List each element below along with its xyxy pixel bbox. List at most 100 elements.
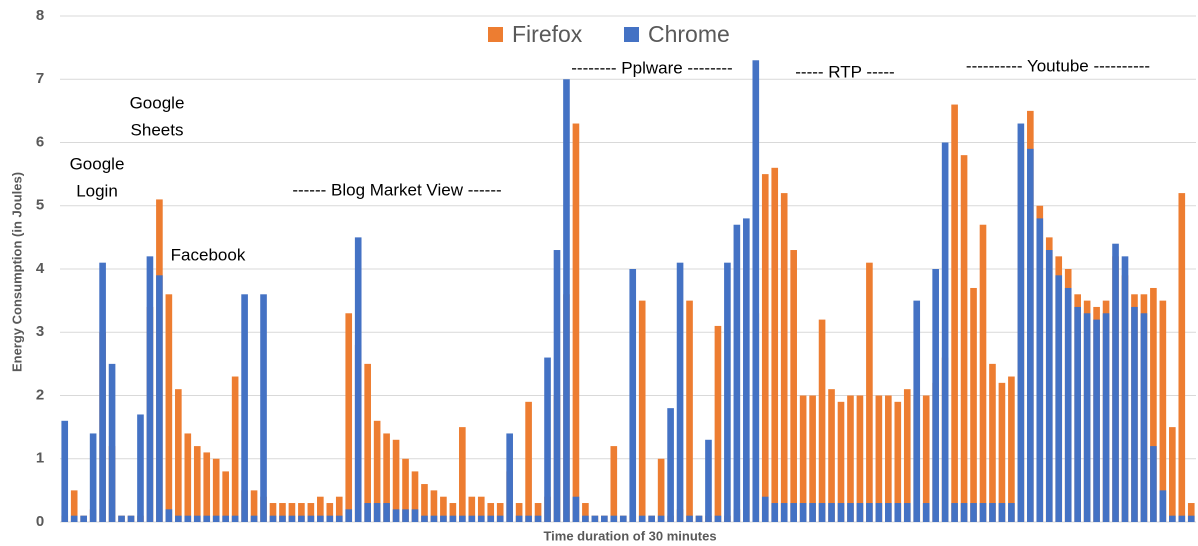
bar [1045,250,1053,522]
bar [411,509,419,522]
bar [903,389,911,522]
bar [307,515,315,522]
bar [373,503,381,522]
bar [307,503,315,522]
bar [828,389,835,522]
bar [534,503,542,522]
bar [449,515,457,522]
bar [430,490,438,522]
bar [979,503,987,522]
bar [553,250,561,522]
bar [970,287,977,522]
bar [1169,427,1176,522]
bar [582,515,589,522]
bar [790,250,797,522]
bar [354,237,362,522]
bar [761,174,769,522]
bar [175,515,182,522]
bar [468,515,476,522]
bar [326,503,334,522]
x-axis-title: Time duration of 30 minutes [543,528,716,543]
bar [922,503,930,522]
bar [250,490,258,522]
bar [421,484,428,522]
bar [279,515,286,522]
bar [875,503,883,522]
bar [932,269,939,522]
bar [373,420,381,522]
bar [392,509,400,522]
bar [421,515,428,522]
bar [241,294,248,522]
bar [222,515,229,522]
bar [601,515,608,522]
bar [525,401,532,522]
y-tick-label: 4 [36,260,45,277]
bar [193,446,201,522]
bar [714,515,722,522]
bar [288,515,296,522]
bar [885,503,892,522]
bar [146,256,154,522]
legend-label: Chrome [648,21,730,47]
annotation: ----- RTP ----- [795,62,894,81]
bar [828,503,835,522]
bar [184,433,192,522]
bar [345,509,353,522]
bar [70,515,78,522]
annotation: ---------- Youtube ---------- [966,56,1150,75]
bar [875,395,883,522]
bar [298,515,305,522]
bar [279,503,286,522]
bar [998,503,1006,522]
bar [989,503,996,522]
bar [818,503,826,522]
bar [487,515,495,522]
bar [411,471,419,522]
bar [1017,123,1025,523]
bar [269,515,277,522]
bar [269,503,277,522]
y-tick-label: 8 [36,7,44,24]
bar [156,275,163,522]
bar [231,515,239,522]
bar [951,503,958,522]
bar [477,496,485,522]
bar [657,515,665,522]
bar [1159,300,1167,522]
bar [80,515,87,522]
bar [1178,515,1186,522]
bar [1169,515,1176,522]
bar [1036,218,1044,522]
bar [383,503,390,522]
annotation: Google [70,154,125,173]
bar [345,313,353,522]
bar [856,503,864,522]
legend-label: Firefox [512,21,583,47]
bar [951,104,958,523]
bar [695,515,703,522]
bar [326,515,334,522]
bar [449,503,457,522]
bar [364,503,371,522]
bar [184,515,192,522]
bar [477,515,485,522]
bar [212,515,220,522]
bar [989,363,996,522]
bar [979,224,987,522]
y-tick-label: 1 [36,450,44,467]
bar [298,503,305,522]
bar [525,515,532,522]
bar [960,155,968,522]
bar [70,490,78,522]
y-tick-label: 3 [36,323,44,340]
bar [780,503,788,522]
bar [922,395,930,522]
bar [856,395,864,522]
bar [544,357,551,522]
bar [799,395,807,522]
bar [970,503,977,522]
bar [402,458,409,522]
bar [998,382,1006,522]
bar [733,224,741,522]
